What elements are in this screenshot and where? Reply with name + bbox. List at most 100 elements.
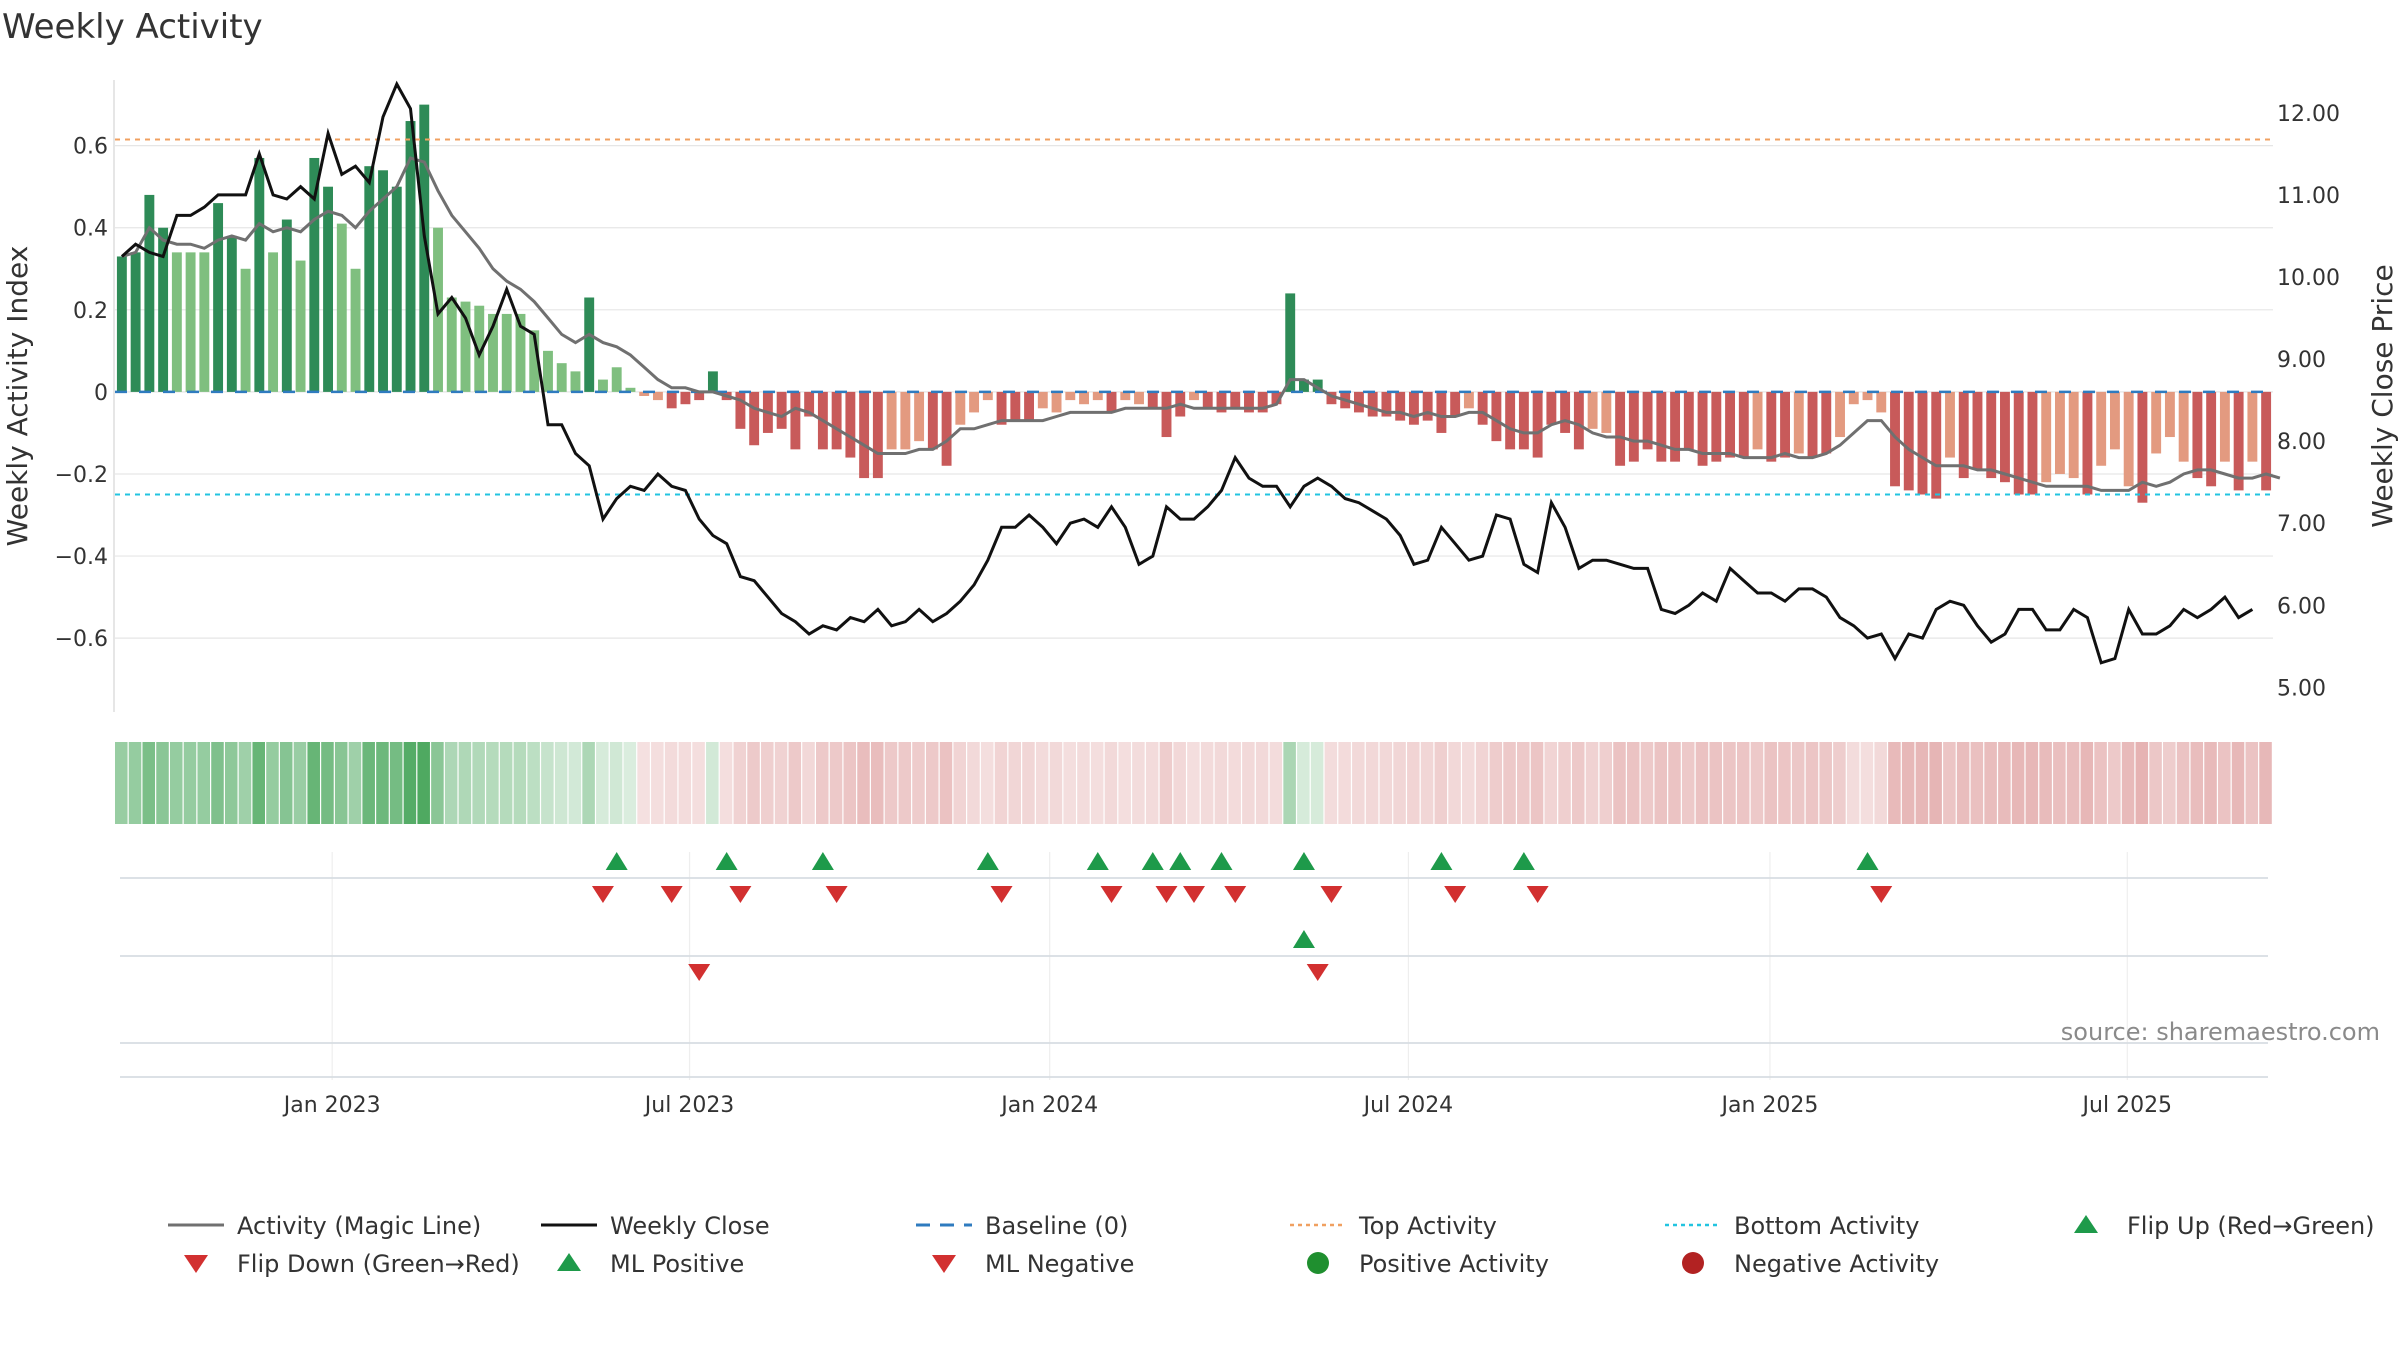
heat-cell [1434,742,1448,824]
heat-cell [1668,742,1681,824]
activity-bar [941,391,952,466]
activity-bar [735,391,746,429]
flip-down-marker [591,886,614,903]
activity-bar [1752,391,1763,450]
heat-cell [925,742,939,824]
activity-bar [2151,391,2162,454]
heat-cell [1063,742,1076,824]
activity-bar [625,387,636,392]
heat-cell [458,742,472,824]
heat-cell [1970,742,1984,824]
heat-cell [706,742,719,824]
activity-bar [1161,391,1172,438]
series-lines [120,80,2281,665]
activity-bar [694,391,705,401]
heat-cell [1695,742,1709,824]
heat-cell [1805,742,1819,824]
activity-bar [666,391,677,409]
legend-label: Flip Down (Green→Red) [237,1250,520,1278]
heat-cell [403,742,417,824]
heat-cell [554,742,568,824]
heat-cell [1956,742,1970,824]
heat-cell [1915,742,1929,824]
heat-cell [2176,742,2190,824]
heat-cell [376,742,389,824]
activity-bar [1065,391,1076,401]
legend-item: Flip Up (Red→Green) [2074,1212,2375,1240]
activity-bar [1615,391,1626,466]
heat-cell [980,742,994,824]
activity-bar [982,391,993,401]
heat-cell [1407,742,1420,824]
activity-bar [1917,391,1928,495]
y-ticks-left: 0.6 0.4 0.2 0 −0.2 −0.4 −0.6 [55,135,108,652]
activity-bar [1532,391,1543,458]
y-tick-right-label: 9.00 [2277,348,2326,373]
heat-cell [1090,742,1104,824]
heat-cell [1283,742,1296,824]
activity-bar [1189,391,1199,401]
heat-cell [1640,742,1654,824]
activity-bar [309,157,320,392]
heat-cell [1310,742,1324,824]
x-tick-label: Jan 2025 [1719,1093,1818,1118]
activity-bar [2164,391,2175,438]
activity-bar [1051,391,1062,413]
flip-up-marker [1210,852,1233,870]
flip-down-marker [1155,886,1178,903]
activity-bar [2109,391,2120,450]
heat-cell [1118,742,1131,824]
activity-bar [1821,391,1832,454]
activity-bar [1491,391,1502,442]
activity-bar [1518,391,1529,450]
activity-bar [2082,391,2093,495]
activity-bar [1848,391,1859,405]
heat-cell [1874,742,1887,824]
flip-down-marker [660,886,683,903]
activity-bar [116,256,127,392]
heat-cell [321,742,334,824]
activity-bar [1642,391,1653,450]
activity-bar [1931,391,1942,499]
activity-bar [213,203,224,392]
flip-down-marker [729,886,752,903]
heat-cell [541,742,554,824]
activity-bar [1958,391,1969,479]
y-tick-left-label: 0 [94,381,108,406]
heat-cell [1984,742,1997,824]
activity-bar [2123,391,2134,487]
heat-cell [582,742,595,824]
heat-cell [1104,742,1118,824]
y-tick-right-label: 12.00 [2277,102,2340,127]
flip-up-marker [976,852,999,870]
heat-cell [1132,742,1145,824]
y-tick-left-label: 0.4 [73,217,108,242]
activity-bar [611,367,622,392]
heat-cell [1943,742,1956,824]
heat-cell [1736,742,1750,824]
heat-cell [1571,742,1585,824]
activity-bar [1670,391,1681,462]
heat-cell [788,742,802,824]
activity-heat-strip [115,742,2272,824]
activity-bar [2233,391,2244,491]
activity-bar [446,297,457,392]
heat-cell [747,742,760,824]
heat-cell [348,742,362,824]
heat-cell [2245,742,2259,824]
activity-bar [1285,293,1296,392]
activity-bar [1395,391,1406,421]
y-tick-right-label: 11.00 [2277,184,2340,209]
activity-bar [2096,391,2107,466]
heat-cell [2094,742,2107,824]
heat-cell [1242,742,1255,824]
x-tick-label: Jul 2024 [1362,1093,1454,1118]
heat-cell [444,742,458,824]
source-note: source: sharemaestro.com [2061,1018,2380,1046]
legend-marker-circle [1307,1252,1329,1274]
activity-bar [1738,391,1749,458]
heat-cell [568,742,582,824]
activity-bar [2261,391,2272,491]
flip-up-marker [1856,852,1879,870]
chart-title: Weekly Activity [2,7,263,47]
